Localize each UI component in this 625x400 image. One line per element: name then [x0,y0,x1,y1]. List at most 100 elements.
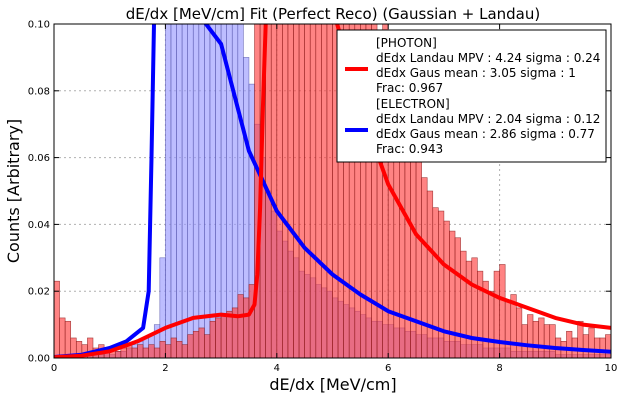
photon-histogram-bar [237,294,244,358]
y-axis-title: Counts [Arbitrary] [4,119,23,263]
photon-histogram-bar [438,210,445,358]
legend-entry-line: dEdx Landau MPV : 2.04 sigma : 0.12 [376,112,600,126]
photon-histogram-bar [215,317,222,358]
legend-entry-line: Frac: 0.943 [376,142,443,156]
photon-histogram-bar [543,324,551,358]
photon-histogram-bar [443,220,450,358]
photon-histogram-bar [477,270,484,358]
axis-ticks: 0 2 4 6 8 10 0.00 0.02 0.04 0.06 0.08 0.10 [28,20,618,375]
electron-histogram-bar [198,24,205,358]
legend-entry-line: dEdx Landau MPV : 4.24 sigma : 0.24 [376,51,600,65]
photon-histogram-bar [298,24,305,358]
electron-histogram-bar [165,24,172,358]
photon-histogram-bar [287,24,294,358]
photon-histogram-bar [64,320,72,358]
electron-histogram-bar [204,24,211,358]
legend-entry-line: [ELECTRON] [376,97,450,111]
photon-histogram-bar [54,280,60,358]
legend-box [336,29,607,163]
photon-histogram-bar [549,324,556,358]
photon-histogram-bar [137,344,144,358]
electron-histogram-bar [209,24,216,358]
electron-fit-curve [54,24,611,358]
photon-histogram-bar [404,137,411,358]
photon-histogram-bar [59,317,66,358]
photon-histogram-bar [209,320,216,358]
y-tick-label: 0.08 [28,86,50,97]
photon-histogram-bar [577,320,584,358]
photon-histogram-bar [599,337,606,358]
photon-histogram-bar [454,237,461,358]
x-tick-label: 4 [274,363,280,374]
photon-histogram-bar [538,317,545,358]
photon-histogram-bar [421,177,428,358]
histogram-bars [54,24,611,358]
x-tick-label: 10 [605,363,618,374]
photon-histogram-bar [153,347,161,358]
photon-histogram-bar [142,347,149,358]
photon-histogram-bar [566,330,573,358]
x-tick-label: 8 [496,363,502,374]
photon-histogram-bar [192,330,200,358]
photon-histogram-bar [220,314,227,358]
photon-histogram-bar [114,351,122,358]
photon-histogram-bar [410,150,417,358]
legend-entry-line: Frac: 0.967 [376,81,443,95]
photon-histogram-bar [226,310,233,358]
photon-histogram-bar [605,334,611,358]
electron-histogram-bar [215,24,222,358]
photon-histogram-bar [488,290,495,358]
photon-histogram-bar [165,344,172,358]
plot-frame [53,23,612,359]
photon-histogram-bar [243,297,250,358]
y-tick-label: 0.02 [28,287,50,298]
legend-entry-line: [PHOTON] [376,36,437,50]
photon-histogram-bar [493,270,500,358]
photon-histogram-bar [460,250,467,358]
photon-histogram-bar [504,300,512,358]
photon-histogram-bar [527,314,534,358]
photon-histogram-bar [309,24,317,358]
photon-histogram-bar [593,337,601,358]
electron-histogram-bar [187,24,194,358]
photon-histogram-bar [326,24,333,358]
electron-histogram-bar [176,24,183,358]
electron-histogram-bar [170,24,177,358]
photon-histogram-bar [198,327,205,358]
x-axis-title: dE/dx [MeV/cm] [269,375,396,394]
photon-histogram-bar [276,24,283,358]
photon-histogram-bar [516,307,523,358]
photon-histogram-bar [204,334,211,358]
photon-histogram-bar [415,157,422,358]
photon-histogram-bar [148,344,155,358]
photon-histogram-bar [521,324,528,358]
x-tick-label: 2 [162,363,168,374]
photon-histogram-bar [293,24,300,358]
photon-histogram-bar [432,207,439,358]
y-tick-label: 0.10 [28,20,50,31]
photon-histogram-bar [532,320,539,358]
photon-histogram-bar [465,260,473,358]
electron-histogram-bar [192,24,200,358]
legend-entry-line: dEdx Gaus mean : 2.86 sigma : 0.77 [376,127,595,141]
photon-histogram-bar [588,327,595,358]
photon-histogram-bar [304,24,311,358]
x-tick-label: 6 [385,363,391,374]
photon-histogram-bar [181,344,188,358]
chart-title: dE/dx [MeV/cm] Fit (Perfect Reco) (Gauss… [126,5,540,23]
photon-histogram-bar [426,190,434,358]
electron-histogram-bar [220,24,227,358]
x-tick-label: 0 [51,363,57,374]
photon-histogram-bar [282,24,289,358]
photon-histogram-bar [187,334,194,358]
legend: [PHOTON]dEdx Landau MPV : 4.24 sigma : 0… [336,29,607,163]
photon-histogram-bar [321,24,328,358]
y-tick-label: 0.06 [28,153,50,164]
legend-entry-line: dEdx Gaus mean : 3.05 sigma : 1 [376,66,576,80]
photon-histogram-bar [176,340,183,358]
photon-histogram-bar [449,230,456,358]
y-tick-label: 0.04 [28,220,50,231]
electron-histogram-bar [181,24,188,358]
photon-histogram-bar [170,337,177,358]
